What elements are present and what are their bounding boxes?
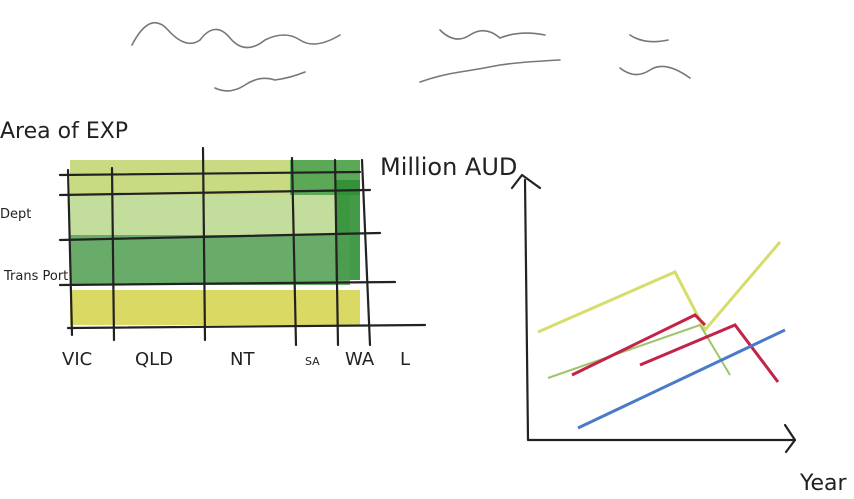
y-axis-label: Area of EXP	[0, 119, 128, 144]
column-label: L	[400, 349, 410, 370]
column-label: VIC	[62, 349, 92, 370]
title-scribble	[131, 21, 691, 92]
column-labels: VIC QLD NT SA WA L	[62, 349, 410, 370]
heatmap	[70, 160, 360, 325]
heatmap-grid	[58, 146, 427, 347]
column-label: SA	[305, 355, 320, 368]
series-line	[571, 313, 780, 383]
x-axis-label: Year	[799, 471, 848, 496]
series-line	[577, 328, 786, 430]
legend-label: Million AUD	[380, 153, 517, 181]
column-label: QLD	[135, 349, 173, 370]
series-line	[537, 241, 782, 334]
line-chart	[510, 173, 797, 454]
column-label: WA	[345, 349, 375, 370]
column-label: NT	[230, 349, 255, 370]
heat-cell	[70, 195, 350, 235]
heat-cell	[70, 235, 350, 285]
row-label: Trans Port	[3, 269, 68, 284]
heat-cell	[70, 160, 290, 195]
heat-cell	[70, 290, 360, 325]
row-label: Dept	[0, 207, 31, 222]
